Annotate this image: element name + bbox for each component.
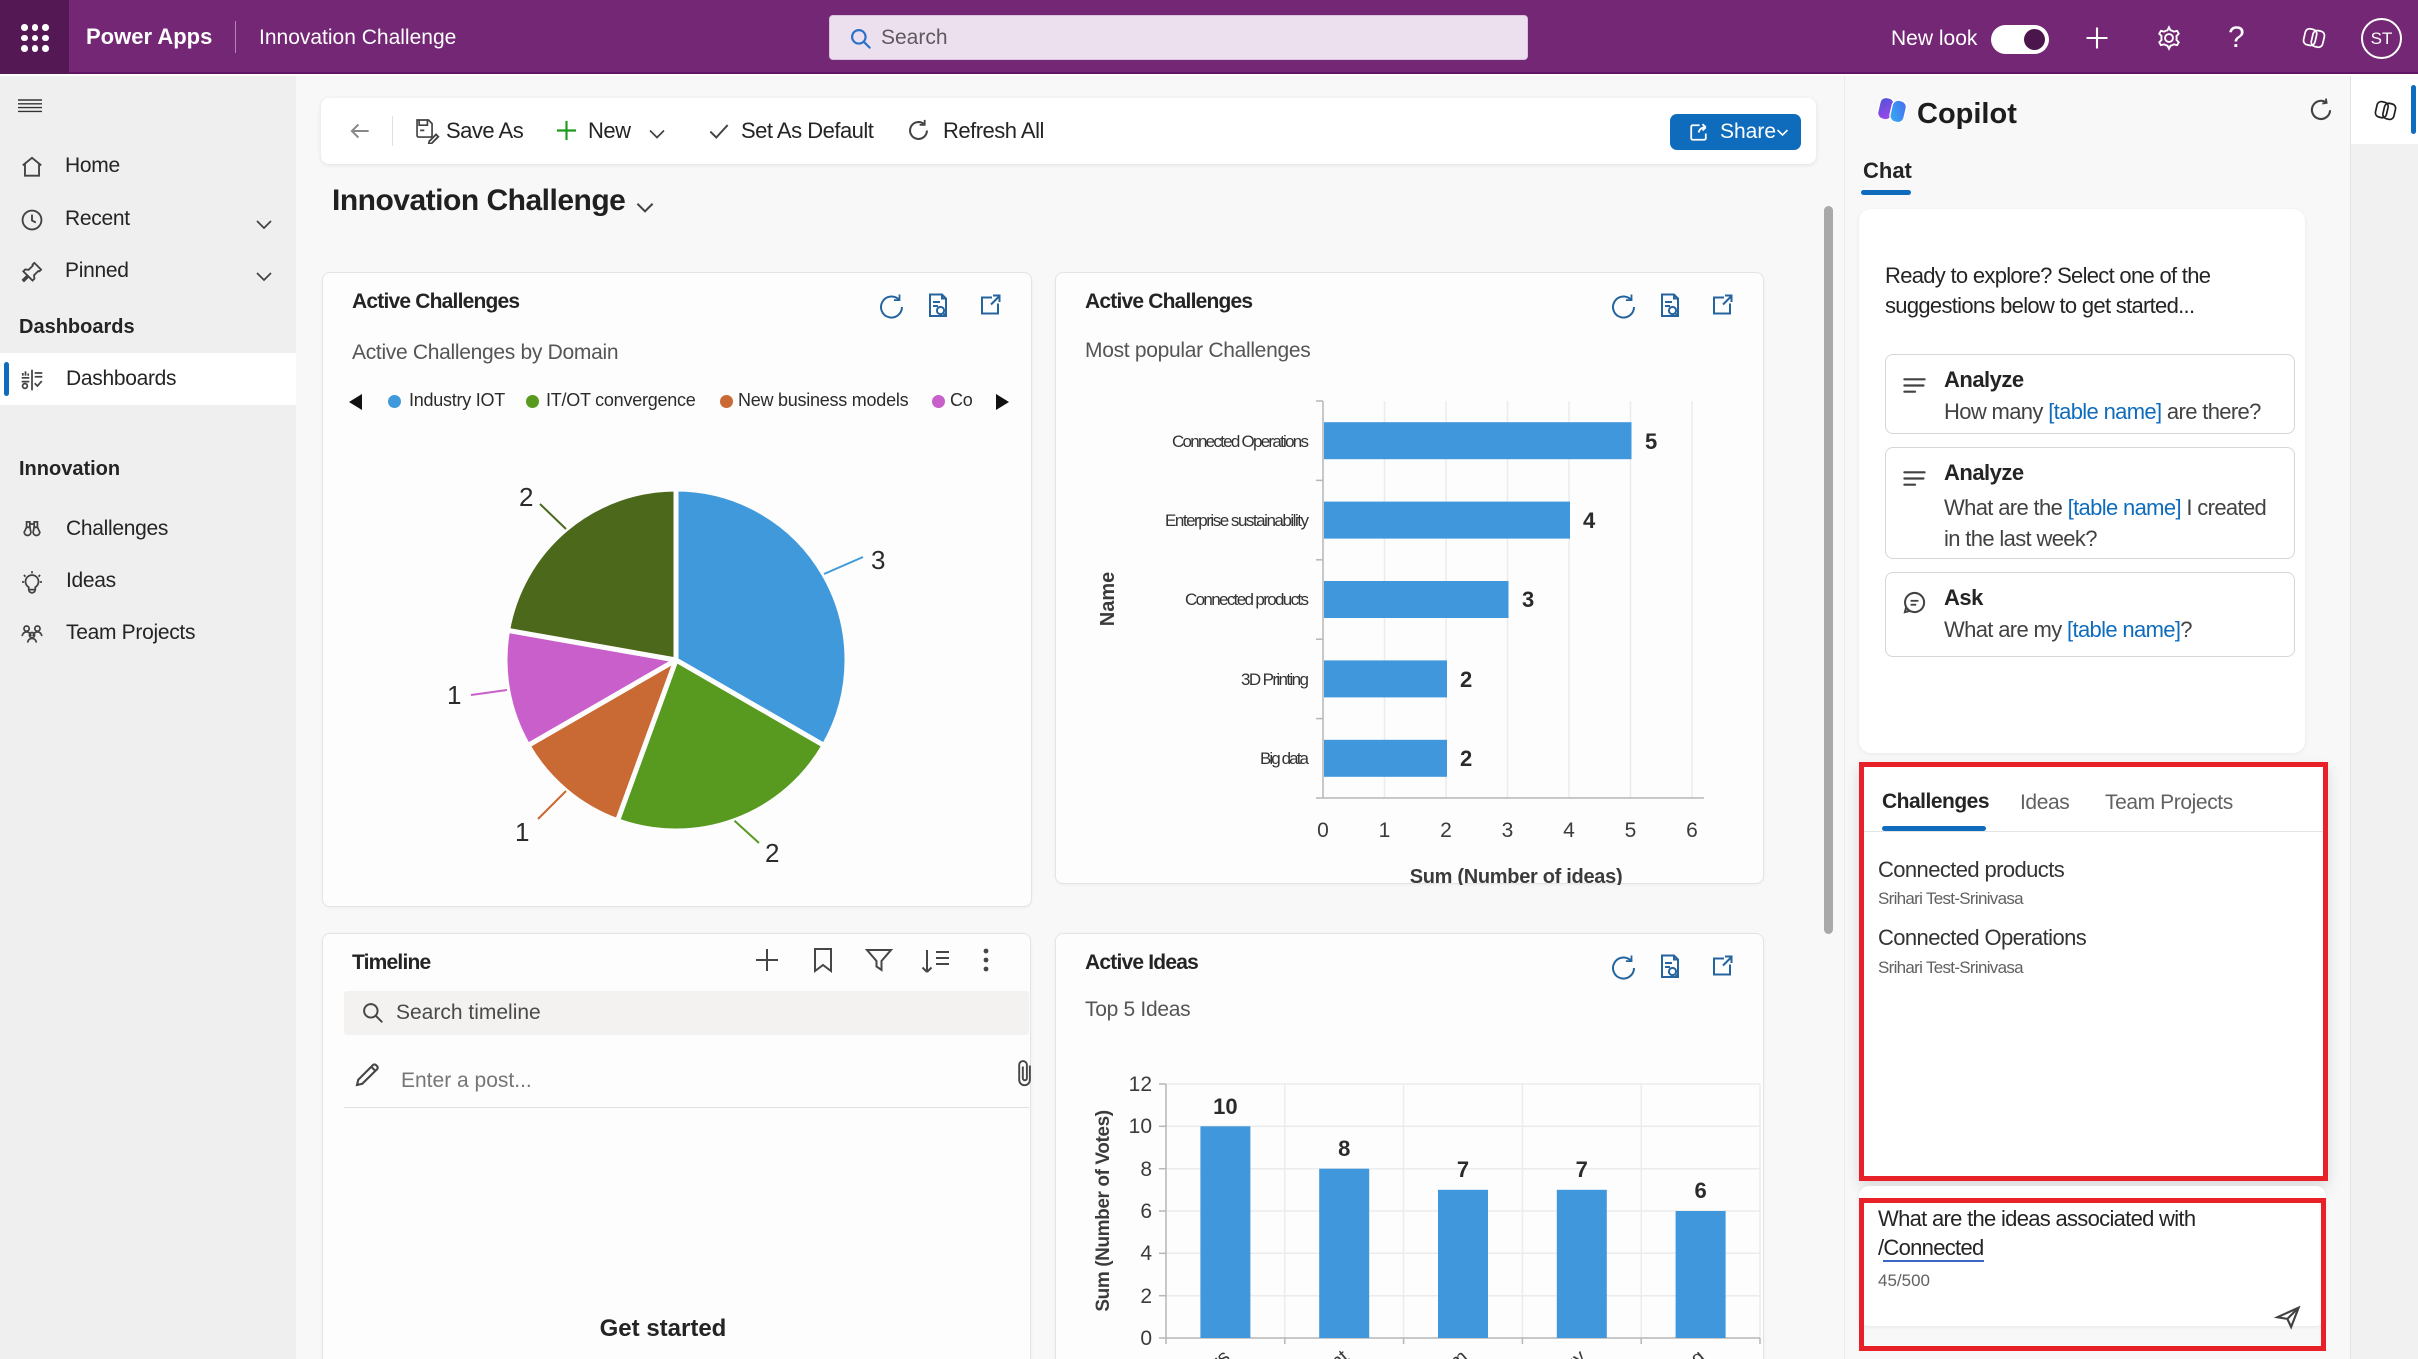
svg-text:3D Printing: 3D Printing (1241, 670, 1309, 689)
svg-text:3: 3 (1522, 587, 1534, 612)
svg-text:5: 5 (1645, 429, 1657, 454)
svg-text:3: 3 (871, 545, 885, 575)
svg-text:8: 8 (1338, 1136, 1350, 1161)
svg-text:AR training: AR training (1619, 1346, 1709, 1359)
svg-text:3: 3 (1502, 819, 1514, 842)
svg-text:1: 1 (1379, 819, 1391, 842)
svg-text:10: 10 (1129, 1115, 1152, 1138)
svg-text:Connected Operations: Connected Operations (1172, 432, 1309, 451)
svg-text:Big data: Big data (1260, 749, 1310, 768)
svg-text:AI assistant: AI assistant (1260, 1346, 1354, 1359)
svg-text:7: 7 (1457, 1157, 1469, 1182)
svg-text:7: 7 (1576, 1157, 1588, 1182)
svg-text:1: 1 (515, 817, 529, 847)
svg-text:5: 5 (1625, 819, 1637, 842)
svg-text:2: 2 (765, 838, 779, 868)
svg-text:12: 12 (1129, 1073, 1152, 1096)
svg-text:2: 2 (519, 482, 533, 512)
svg-text:Smart factory sensors: Smart factory sensors (1071, 1346, 1234, 1359)
svg-text:6: 6 (1686, 819, 1698, 842)
svg-text:8: 8 (1140, 1158, 1152, 1181)
svg-text:0: 0 (1140, 1327, 1152, 1350)
svg-text:4: 4 (1583, 508, 1596, 533)
svg-text:2: 2 (1460, 667, 1472, 692)
svg-text:10: 10 (1213, 1094, 1237, 1119)
svg-text:2: 2 (1460, 746, 1472, 771)
svg-text:IoT platform: IoT platform (1377, 1346, 1473, 1359)
svg-text:1: 1 (447, 680, 461, 710)
svg-text:6: 6 (1140, 1200, 1152, 1223)
svg-text:4: 4 (1140, 1242, 1152, 1265)
svg-text:Enterprise sustainability: Enterprise sustainability (1165, 511, 1310, 530)
svg-text:4: 4 (1563, 819, 1575, 842)
svg-text:2: 2 (1440, 819, 1452, 842)
svg-text:6: 6 (1694, 1178, 1706, 1203)
svg-text:Connected products: Connected products (1185, 590, 1309, 609)
svg-text:Sum (Number of Votes): Sum (Number of Votes) (1093, 1110, 1114, 1311)
svg-text:2: 2 (1140, 1285, 1152, 1308)
svg-text:Name: Name (1097, 572, 1119, 626)
svg-text:0: 0 (1317, 819, 1329, 842)
svg-text:Green energy: Green energy (1482, 1346, 1590, 1359)
svg-text:Sum (Number of ideas): Sum (Number of ideas) (1410, 866, 1623, 885)
